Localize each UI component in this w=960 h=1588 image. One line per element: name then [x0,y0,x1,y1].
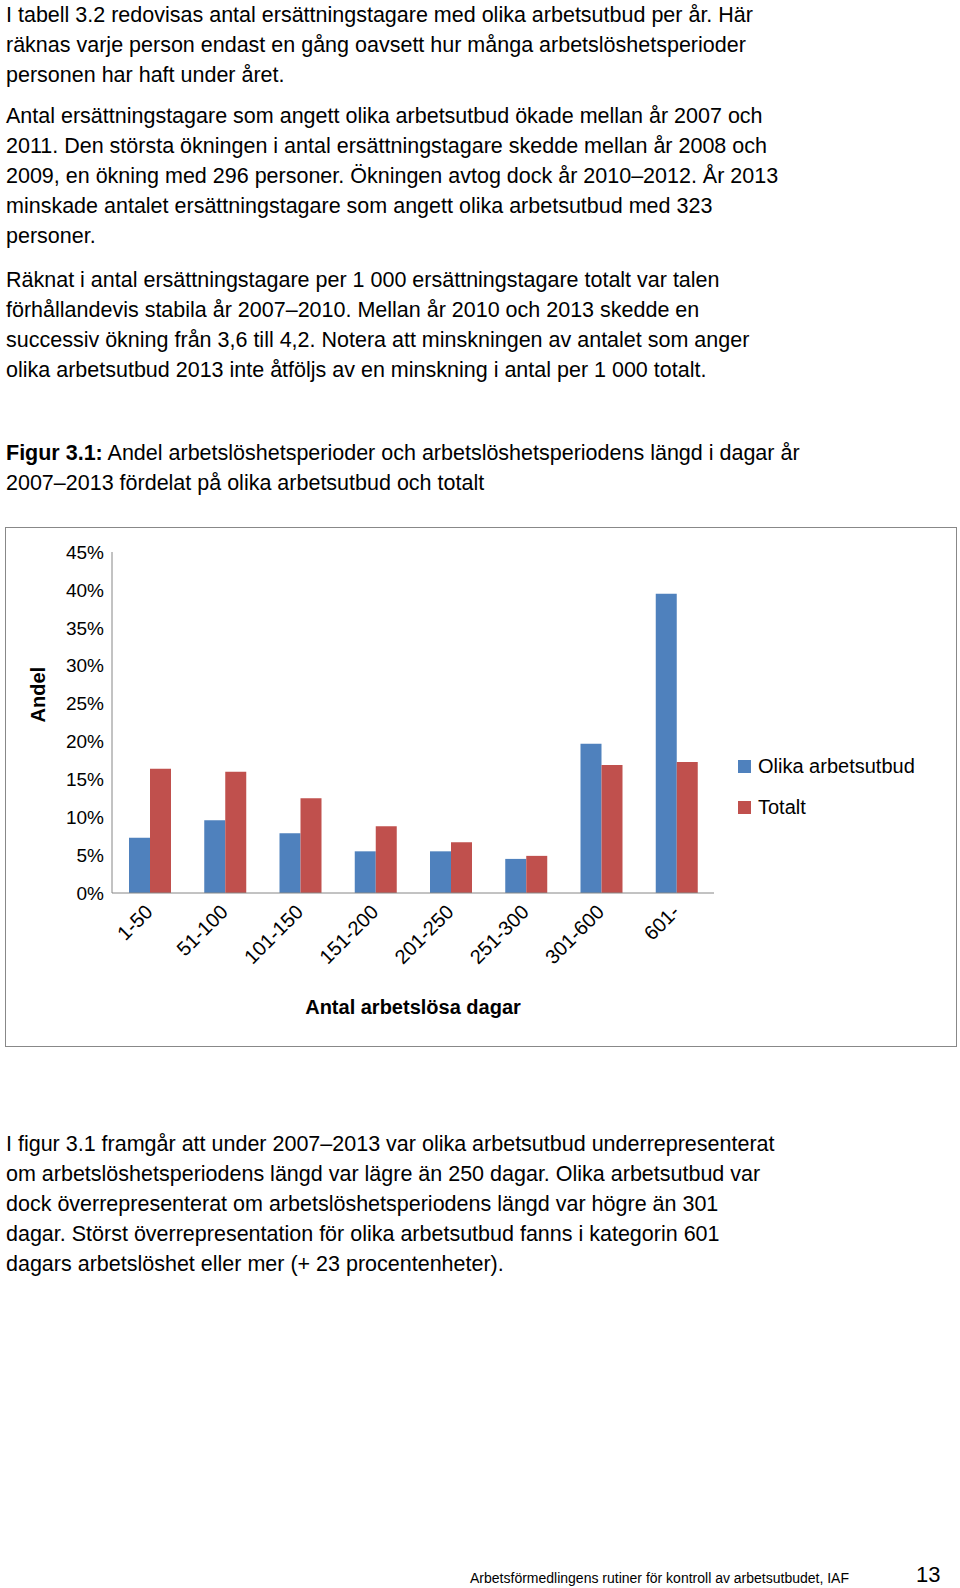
svg-text:51-100: 51-100 [172,901,232,961]
html-text:dagar. Störst överrepresentati: dagar. Störst överrepresentation för oli… [6,1222,720,1246]
svg-text:20%: 20% [66,731,104,752]
html-text:om arbetslöshetsperiodens läng: om arbetslöshetsperiodens längd var lägr… [6,1162,761,1186]
html-text:2009, en ökning med 296 person: 2009, en ökning med 296 personer. Ökning… [6,164,779,188]
svg-text:Andel: Andel [27,667,49,723]
svg-text:30%: 30% [66,655,104,676]
html-text:Antal ersättningstagare som an: Antal ersättningstagare som angett olika… [6,104,763,128]
svg-text:0%: 0% [77,883,105,904]
svg-text:25%: 25% [66,693,104,714]
html-text:räknas varje person endast en: räknas varje person endast en gång oavse… [6,33,746,57]
svg-text:1-50: 1-50 [113,901,157,945]
html-text:förhållandevis stabila år 2007: förhållandevis stabila år 2007–2010. Mel… [6,298,700,322]
svg-text:40%: 40% [66,580,104,601]
svg-text:201-250: 201-250 [390,901,457,968]
svg-text:Antal arbetslösa dagar: Antal arbetslösa dagar [305,996,521,1018]
svg-text:45%: 45% [66,542,104,563]
html-text:Figur 3.1: Andel arbetslöshets: Figur 3.1: Andel arbetslöshetsperioder o… [6,441,800,465]
svg-text:251-300: 251-300 [465,901,532,968]
html-text:Olika arbetsutbud: Olika arbetsutbud [758,755,915,777]
svg-text:35%: 35% [66,618,104,639]
html-text:olika arbetsutbud 2013 inte åt: olika arbetsutbud 2013 inte åtföljs av e… [6,358,707,382]
svg-text:301-600: 301-600 [541,901,608,968]
html-text:personen har haft under året.: personen har haft under året. [6,63,285,87]
svg-text:101-150: 101-150 [240,901,307,968]
svg-text:15%: 15% [66,769,104,790]
svg-text:10%: 10% [66,807,104,828]
html-text:Totalt: Totalt [758,796,806,818]
html-text:dock överrepresenterat om arbe: dock överrepresenterat om arbetslöshetsp… [6,1192,719,1216]
svg-text:601-: 601- [640,901,684,945]
html-text:I figur 3.1 framgår att under: I figur 3.1 framgår att under 2007–2013 … [6,1132,775,1156]
html-text:2011. Den största ökningen i a: 2011. Den största ökningen i antal ersät… [6,134,767,158]
svg-text:5%: 5% [77,845,105,866]
html-text:I tabell 3.2 redovisas antal e: I tabell 3.2 redovisas antal ersättnings… [6,3,753,27]
svg-text:151-200: 151-200 [315,901,382,968]
html-text:2007–2013 fördelat på olika ar: 2007–2013 fördelat på olika arbetsutbud … [6,471,485,495]
html-text:Arbetsförmedlingens rutiner fö: Arbetsförmedlingens rutiner för kontroll… [470,1570,849,1586]
html-text:personer.: personer. [6,224,96,248]
html-text:dagars arbetslöshet eller mer: dagars arbetslöshet eller mer (+ 23 proc… [6,1252,504,1276]
html-text:minskade antalet ersättningsta: minskade antalet ersättningstagare som a… [6,194,713,218]
html-text:successiv ökning från 3,6 till: successiv ökning från 3,6 till 4,2. Note… [6,328,750,352]
html-text:Räknat i antal ersättningstaga: Räknat i antal ersättningstagare per 1 0… [6,268,720,292]
html-text:13: 13 [916,1562,941,1587]
